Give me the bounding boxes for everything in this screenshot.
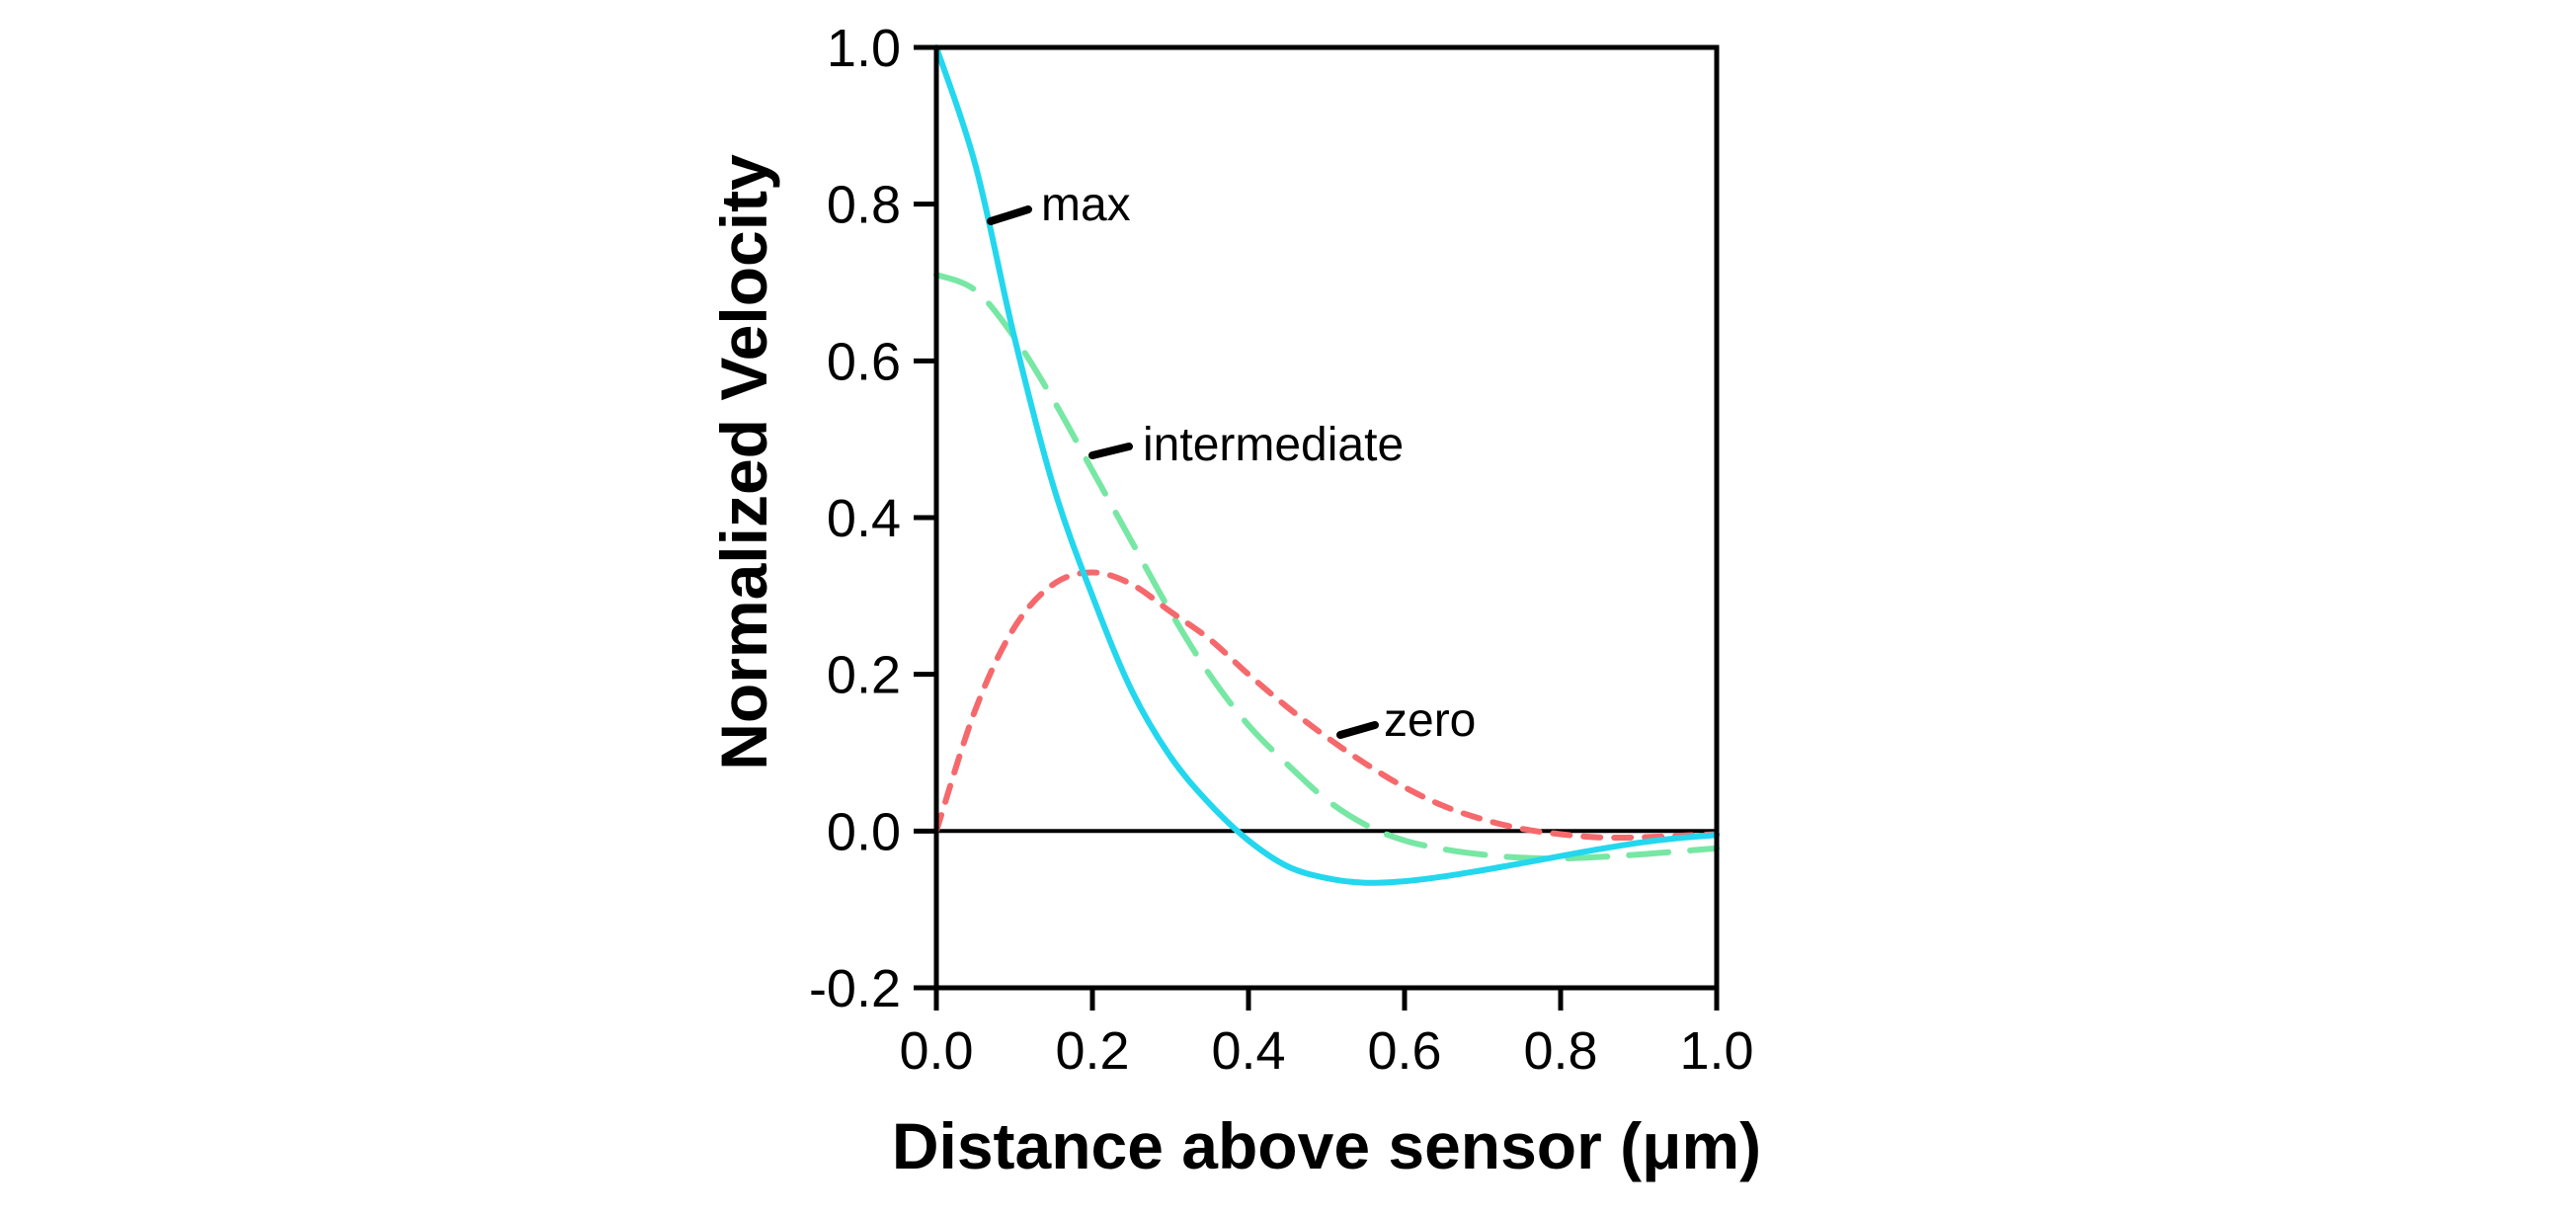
curve-intermediate: [933, 272, 1720, 862]
curve-zero: [933, 569, 1720, 841]
curve-max: [933, 44, 1720, 886]
y-tick-label: 1.0: [827, 19, 901, 78]
x-tick-label: 0.0: [899, 1021, 973, 1081]
y-tick-label: 0.2: [827, 646, 901, 705]
x-axis-ticks: 0.0 0.2 0.4 0.6 0.8 1.0: [899, 988, 1754, 1081]
curve-label-max: max: [1041, 179, 1131, 231]
curve-annotations: max intermediate zero: [987, 179, 1476, 747]
curve-label-leader-zero: [1336, 721, 1379, 739]
curve-label-leader-intermediate: [1088, 443, 1133, 459]
x-tick-label: 0.8: [1523, 1021, 1597, 1081]
y-axis-ticks: 1.0 0.8 0.6 0.4 0.2 0.0 -0.2: [809, 19, 936, 1018]
x-axis-title: Distance above sensor (μm): [892, 1109, 1761, 1182]
curve-label-leader-max: [987, 205, 1032, 225]
x-tick-label: 0.6: [1367, 1021, 1441, 1081]
x-tick-label: 1.0: [1679, 1021, 1753, 1081]
y-axis-title: Normalized Velocity: [707, 154, 780, 770]
y-tick-label: 0.0: [827, 802, 901, 861]
y-tick-label: -0.2: [809, 959, 901, 1018]
y-tick-label: 0.4: [827, 489, 901, 548]
curve-label-zero: zero: [1384, 694, 1476, 747]
plot-area: 0.0 0.2 0.4 0.6 0.8 1.0 1.00.80.60.40.20.0-0.…: [707, 19, 1761, 1182]
curve-label-intermediate: intermediate: [1143, 419, 1404, 471]
y-tick-label: 0.8: [827, 176, 901, 235]
curves-group: [933, 44, 1720, 886]
y-tick-label: 0.6: [827, 332, 901, 391]
x-tick-label: 0.2: [1055, 1021, 1129, 1081]
x-tick-label: 0.4: [1211, 1021, 1285, 1081]
